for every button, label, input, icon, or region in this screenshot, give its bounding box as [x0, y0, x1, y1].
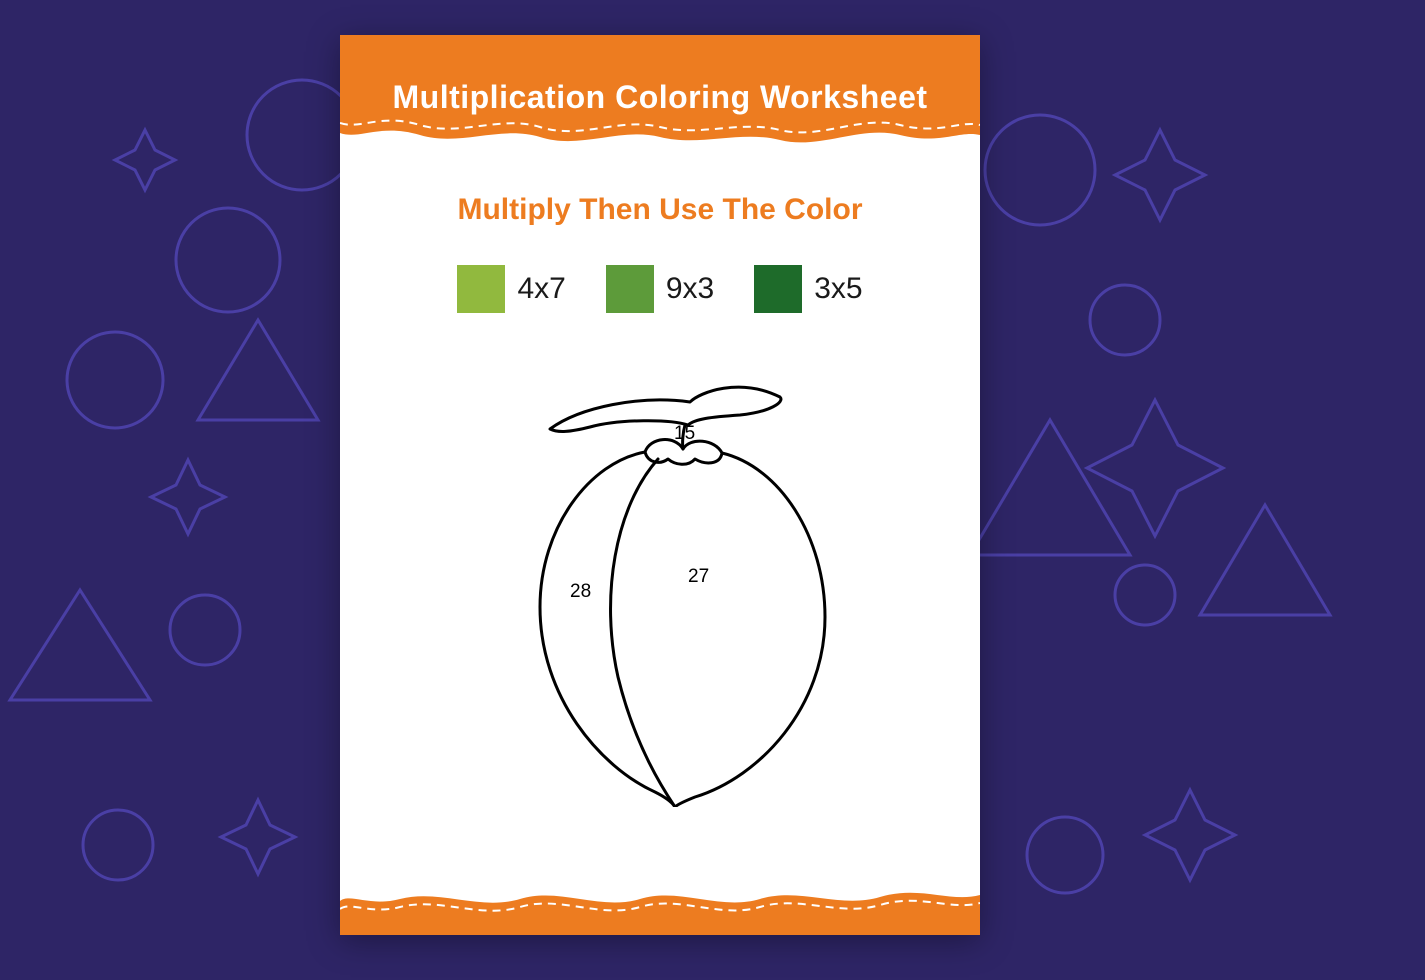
legend-item-1: 4x7	[457, 265, 565, 313]
region-label-15: 15	[674, 423, 695, 444]
swatch-3	[754, 265, 802, 313]
legend-label-1: 4x7	[517, 272, 565, 306]
header-band: Multiplication Coloring Worksheet	[340, 35, 980, 165]
region-label-28: 28	[570, 581, 591, 602]
coloring-drawing: 15 28 27	[340, 347, 980, 817]
worksheet-page: Multiplication Coloring Worksheet Multip…	[340, 35, 980, 935]
legend-item-2: 9x3	[606, 265, 714, 313]
footer-band	[340, 875, 980, 935]
region-label-27: 27	[688, 566, 709, 587]
legend-label-2: 9x3	[666, 272, 714, 306]
swatch-1	[457, 265, 505, 313]
legend-label-3: 3x5	[814, 272, 862, 306]
legend-item-3: 3x5	[754, 265, 862, 313]
swatch-2	[606, 265, 654, 313]
worksheet-subtitle: Multiply Then Use The Color	[340, 193, 980, 227]
color-legend: 4x7 9x3 3x5	[340, 265, 980, 313]
worksheet-title: Multiplication Coloring Worksheet	[340, 79, 980, 116]
